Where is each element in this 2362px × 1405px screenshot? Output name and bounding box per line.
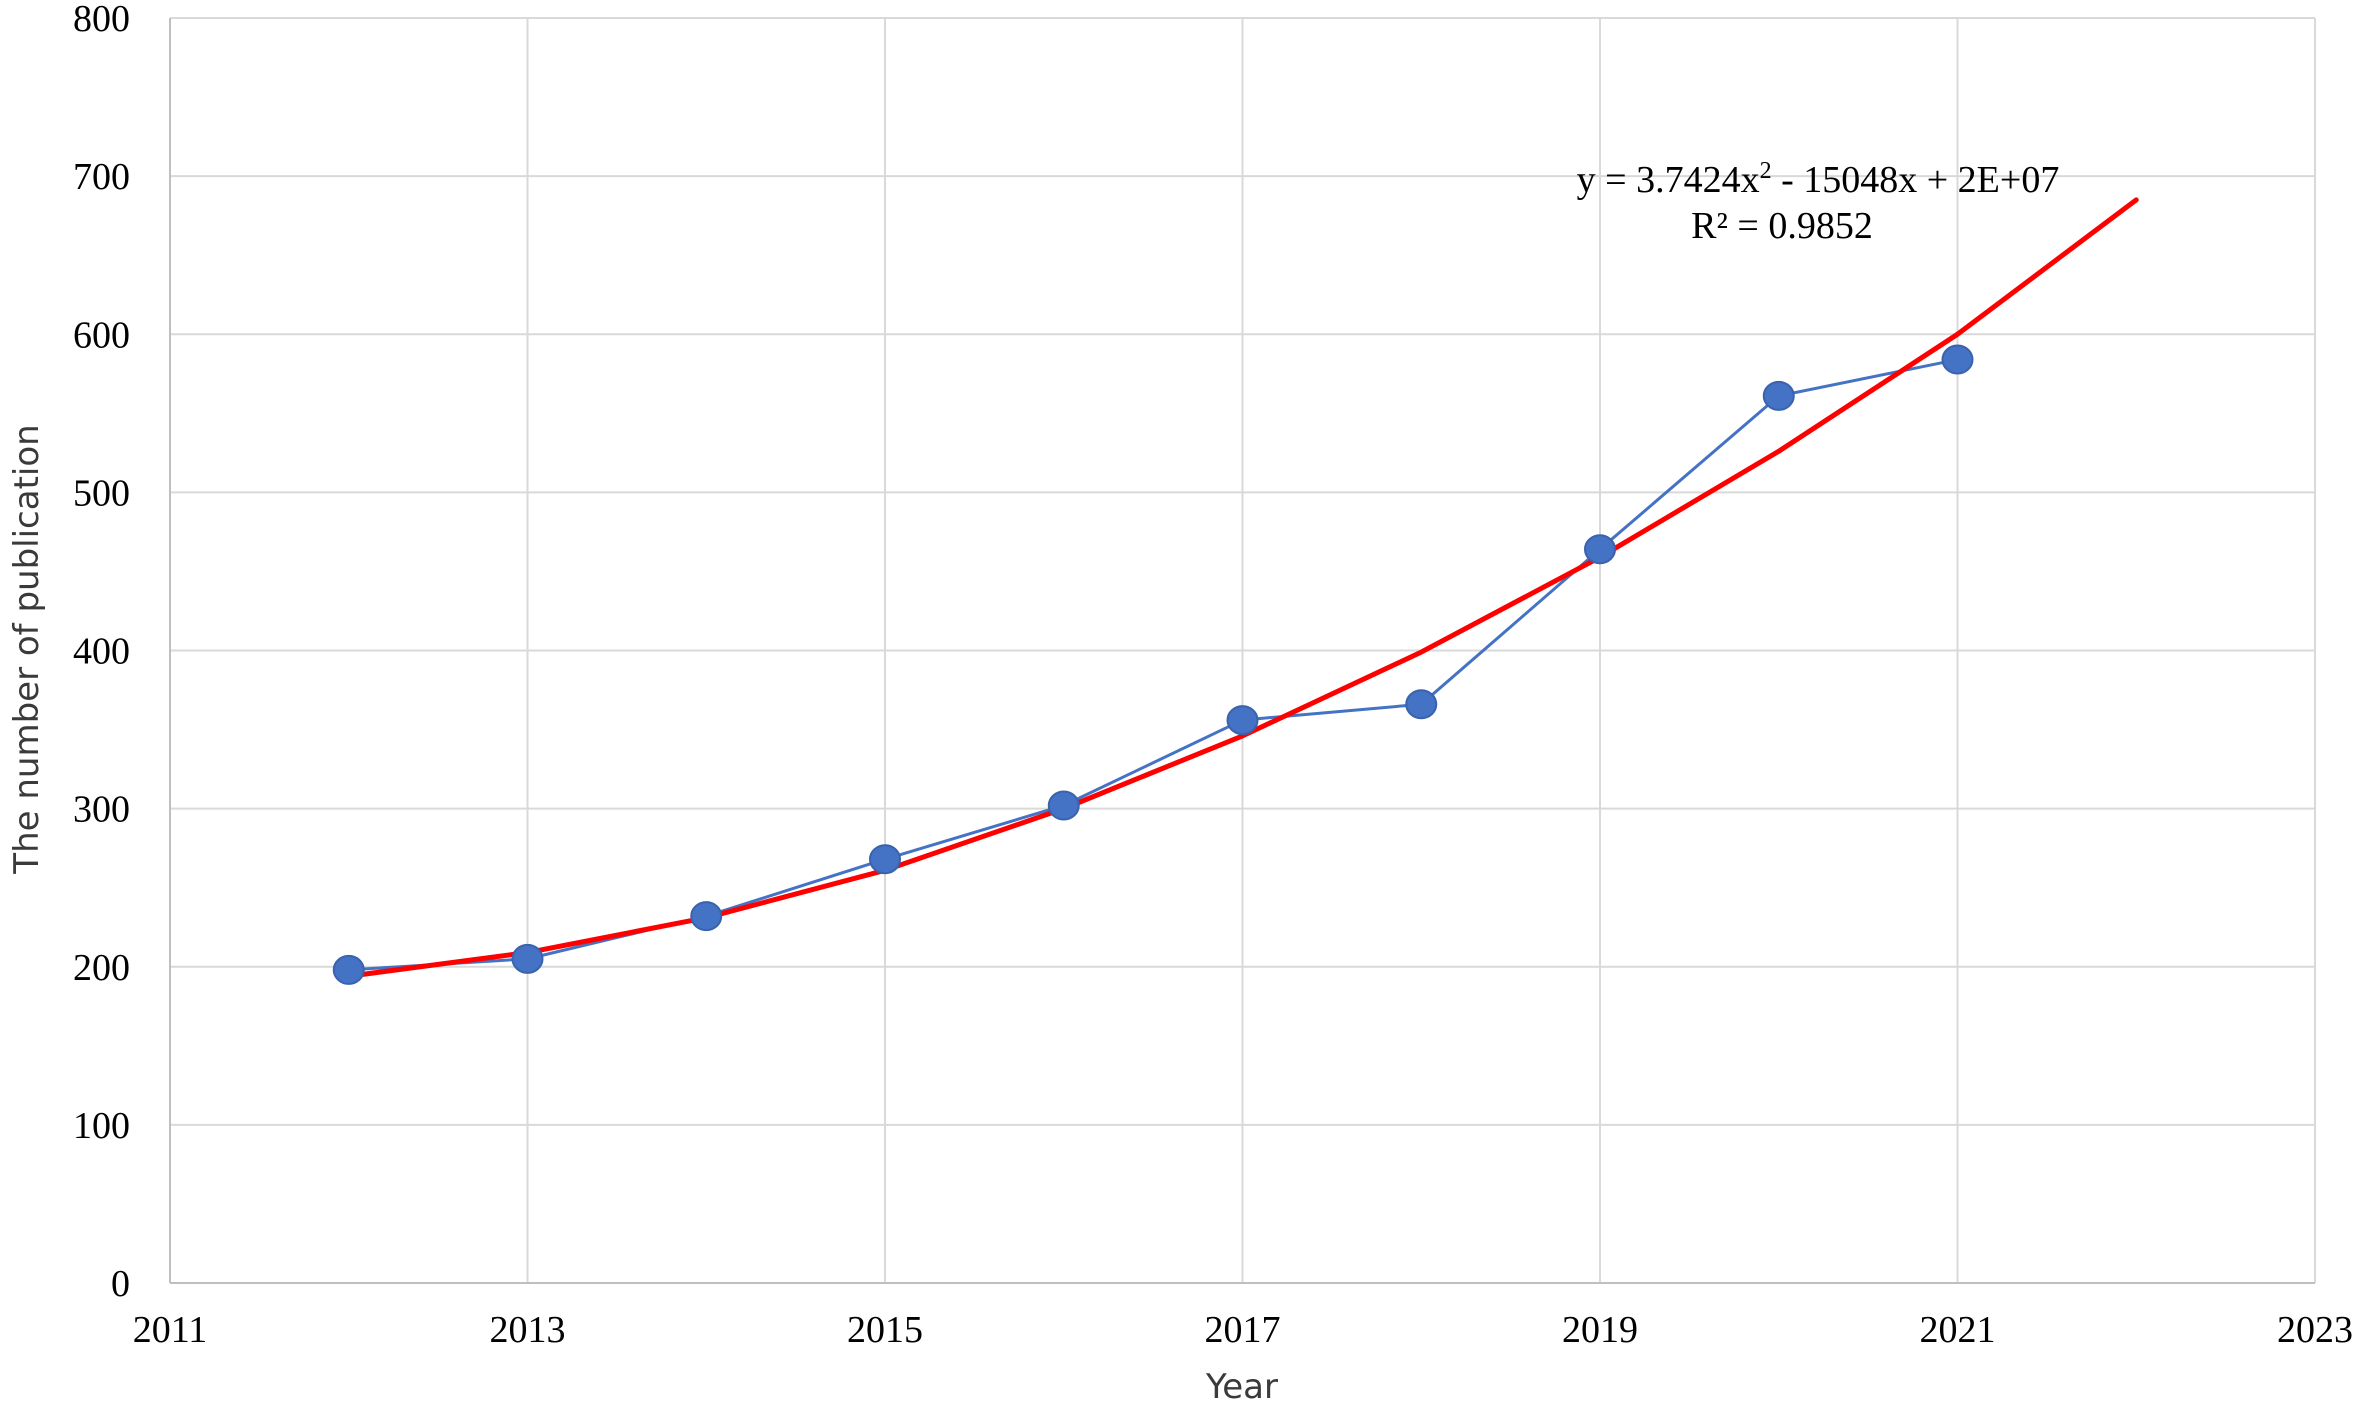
axes — [169, 18, 2315, 1284]
y-tick-label: 500 — [73, 472, 130, 514]
trendline-equation: y = 3.7424x2 - 15048x + 2E+07 — [1577, 158, 2060, 201]
polynomial-trendline — [346, 197, 2139, 979]
x-axis-title: Year — [1205, 1367, 1278, 1405]
x-tick-label: 2019 — [1562, 1309, 1638, 1351]
x-tick-label: 2013 — [490, 1309, 566, 1351]
y-tick-label: 600 — [73, 314, 130, 356]
data-point — [690, 901, 723, 932]
data-point — [1405, 689, 1438, 720]
y-tick-label: 400 — [73, 631, 130, 673]
y-tick-labels: 0 100 200 300 400 500 600 700 800 — [73, 0, 130, 1305]
x-tick-label: 2021 — [1920, 1309, 1996, 1351]
x-tick-label: 2017 — [1205, 1309, 1281, 1351]
trendline — [346, 197, 2139, 979]
data-point — [1047, 790, 1080, 821]
y-tick-label: 100 — [73, 1105, 130, 1147]
data-point — [511, 943, 544, 974]
x-tick-label: 2023 — [2277, 1309, 2353, 1351]
data-point — [869, 844, 901, 875]
gridlines — [169, 17, 2316, 1284]
x-tick-labels: 2011 2013 2015 2017 2019 2021 2023 — [133, 1309, 2353, 1351]
data-point — [332, 954, 365, 985]
data-points — [332, 344, 1974, 985]
x-tick-label: 2011 — [133, 1309, 208, 1351]
y-axis-title: The number of publication — [7, 424, 47, 874]
y-tick-label: 300 — [73, 789, 130, 831]
r-squared-label: R² = 0.9852 — [1691, 205, 1873, 247]
y-tick-label: 800 — [73, 0, 130, 40]
y-tick-label: 200 — [73, 947, 130, 989]
x-tick-label: 2015 — [847, 1309, 923, 1351]
y-tick-label: 0 — [111, 1263, 130, 1305]
data-point — [1226, 705, 1259, 736]
data-point — [1762, 380, 1795, 411]
y-tick-label: 700 — [73, 156, 130, 198]
data-point — [1584, 534, 1616, 565]
data-point — [1941, 344, 1974, 375]
